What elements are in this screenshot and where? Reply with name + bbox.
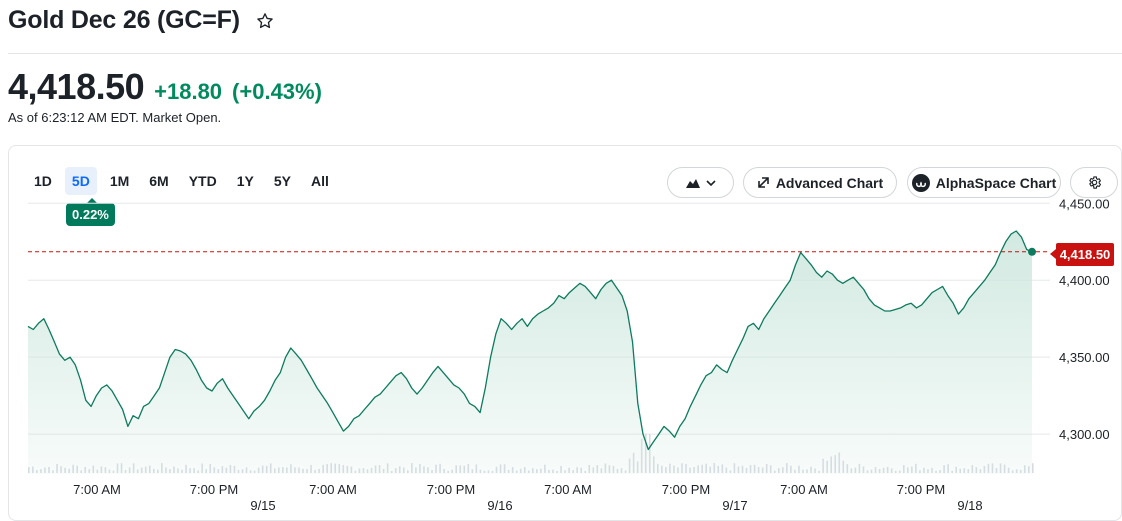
x-tick-date: 9/18 <box>957 498 982 513</box>
price-line <box>27 230 1033 451</box>
page-title: Gold Dec 26 (GC=F) <box>8 6 240 34</box>
last-price-dot <box>1028 247 1036 256</box>
y-tick-label: 4,350.00 <box>1059 350 1110 365</box>
quote-timestamp: As of 6:23:12 AM EDT. Market Open. <box>8 110 222 125</box>
range-1d[interactable]: 1D <box>34 173 52 189</box>
x-tick-date: 9/15 <box>250 498 275 513</box>
price-area <box>28 231 1032 474</box>
x-tick-time: 7:00 PM <box>897 482 945 497</box>
range-5y[interactable]: 5Y <box>273 173 291 189</box>
range-all[interactable]: All <box>310 173 329 189</box>
header-divider <box>8 53 1122 54</box>
x-tick-date: 9/16 <box>487 498 512 513</box>
y-tick-label: 4,450.00 <box>1059 196 1110 211</box>
mountain-chart-icon <box>685 178 700 188</box>
chevron-down-icon <box>705 179 716 187</box>
advanced-chart-button[interactable]: Advanced Chart <box>743 167 897 198</box>
page-header: Gold Dec 26 (GC=F) <box>8 6 276 35</box>
x-axis: 7:00 AM 7:00 PM 9/15 7:00 AM 7:00 PM 9/16 7:00… <box>73 482 983 513</box>
range-ytd[interactable]: YTD <box>188 173 217 189</box>
expand-arrow-icon <box>757 176 770 189</box>
x-tick-time: 7:00 AM <box>73 482 121 497</box>
chart-type-button[interactable] <box>667 167 734 198</box>
range-5d[interactable]: 5D <box>64 167 97 195</box>
x-tick-time: 7:00 AM <box>309 482 357 497</box>
advanced-chart-label: Advanced Chart <box>775 174 884 191</box>
y-tick-label: 4,400.00 <box>1059 273 1110 288</box>
range-change-badge: 0.22% <box>66 198 115 226</box>
price-change-percent: (+0.43%) <box>232 79 322 104</box>
settings-button[interactable] <box>1070 167 1118 198</box>
volume-bar <box>1032 463 1034 473</box>
current-price-label: 4,418.50 <box>1050 243 1114 266</box>
star-icon[interactable] <box>254 10 276 32</box>
x-tick-time: 7:00 AM <box>544 482 592 497</box>
y-axis: 4,300.00 4,350.00 4,400.00 4,450.00 <box>1059 196 1110 442</box>
alphaspace-logo-icon <box>911 173 930 192</box>
x-tick-date: 9/17 <box>722 498 747 513</box>
y-tick-label: 4,300.00 <box>1059 427 1110 442</box>
x-tick-time: 7:00 PM <box>662 482 710 497</box>
gear-icon <box>1087 175 1102 190</box>
x-tick-time: 7:00 PM <box>427 482 475 497</box>
range-1y[interactable]: 1Y <box>236 173 254 189</box>
alphaspace-chart-label: AlphaSpace Chart <box>935 174 1057 191</box>
current-price: 4,418.50 <box>8 66 145 107</box>
alphaspace-chart-button[interactable]: AlphaSpace Chart <box>907 167 1061 198</box>
price-change: +18.80 <box>154 79 223 104</box>
range-6m[interactable]: 6M <box>149 173 169 189</box>
range-selector: 1D 5D 1M 6M YTD 1Y 5Y All <box>27 167 336 195</box>
range-1m[interactable]: 1M <box>109 173 130 189</box>
x-tick-time: 7:00 PM <box>190 482 238 497</box>
quote-summary: 4,418.50 +18.80 (+0.43%) <box>8 66 322 108</box>
x-tick-time: 7:00 AM <box>780 482 828 497</box>
